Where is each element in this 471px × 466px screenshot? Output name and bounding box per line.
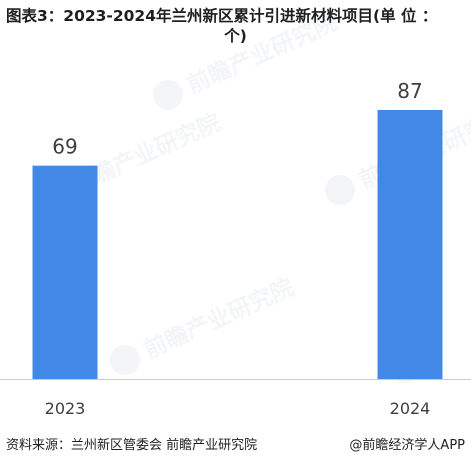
x-tick-label-2023: 2023	[45, 399, 86, 418]
chart-title-line1: 图表3：2023-2024年兰州新区累计引进新材料项目(单 位 ：	[6, 7, 438, 25]
watermark-1: 前瞻产业研究院	[153, 9, 341, 110]
credit-note: @前瞻经济学人APP	[349, 438, 465, 453]
watermark-logo-icon	[325, 175, 355, 205]
watermark-logo-icon	[153, 80, 183, 110]
data-label-2023: 69	[52, 135, 77, 159]
watermark-4: 前瞻产业研究院	[110, 274, 298, 375]
plot-area: 69 2023 87 2024	[0, 79, 471, 418]
bar-2023	[32, 165, 98, 379]
data-label-2024: 87	[397, 79, 422, 103]
x-tick-label-2024: 2024	[390, 399, 431, 418]
watermark-text-1: 前瞻产业研究院	[183, 9, 341, 99]
source-note: 资料来源：兰州新区管委会 前瞻产业研究院	[6, 438, 258, 453]
watermark-logo-icon	[110, 345, 140, 375]
bar-2024	[377, 110, 443, 379]
chart-title-line2: 个)	[224, 27, 247, 45]
chart-title: 图表3：2023-2024年兰州新区累计引进新材料项目(单 位 ： 个)	[6, 6, 465, 46]
watermark-text-4: 前瞻产业研究院	[140, 274, 298, 364]
